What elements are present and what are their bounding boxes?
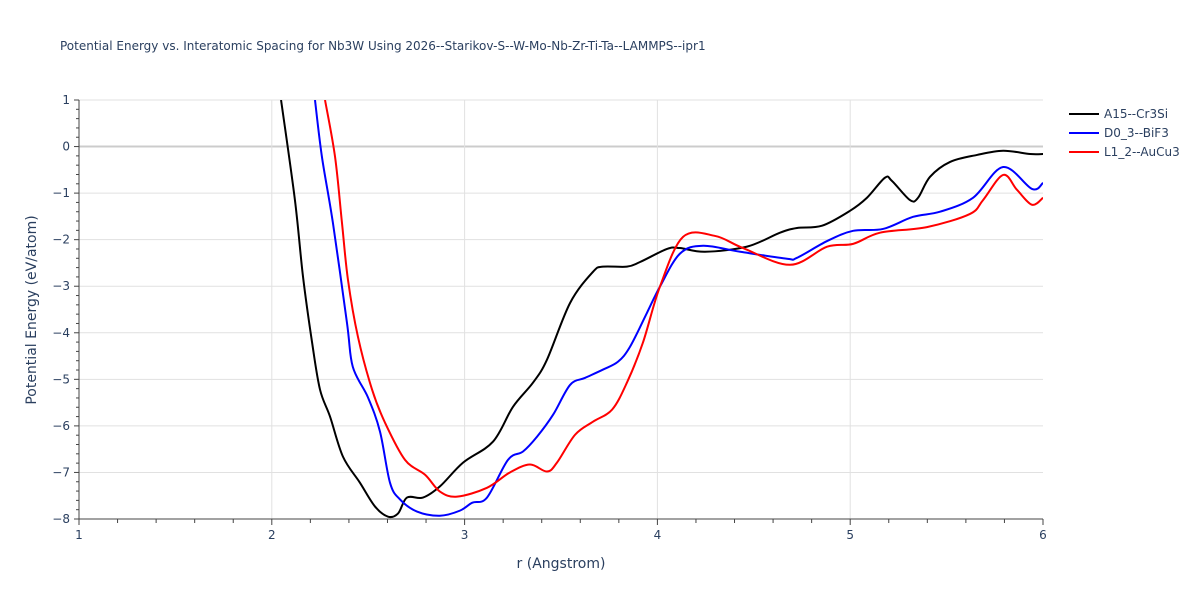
y-axis-label: Potential Energy (eV/atom) [24,215,40,404]
series-line-a15-cr3si [280,100,1043,519]
y-tick-label: −4 [52,326,70,340]
y-tick-label: 1 [62,93,70,107]
x-tick-label: 2 [268,528,276,542]
x-tick-label: 1 [75,528,83,542]
y-tick-label: −7 [52,465,70,479]
x-tick-label: 3 [461,528,469,542]
y-tick-label: −1 [52,186,70,200]
x-tick-label: 4 [654,528,662,542]
x-tick-label: 5 [846,528,854,542]
series-line-d0-3-bif3 [313,100,1043,517]
y-tick-label: −5 [52,372,70,386]
y-tick-label: −2 [52,233,70,247]
legend-label: D0_3--BiF3 [1104,126,1169,140]
legend-label: L1_2--AuCu3 [1104,145,1180,159]
y-tick-label: −3 [52,279,70,293]
x-tick-label: 6 [1039,528,1047,542]
y-tick-label: −6 [52,419,70,433]
y-tick-label: 0 [62,140,70,154]
legend: A15--Cr3Si D0_3--BiF3 L1_2--AuCu3 [1069,107,1180,159]
y-tick-label: −8 [52,512,70,526]
legend-label: A15--Cr3Si [1104,107,1168,121]
chart-title: Potential Energy vs. Interatomic Spacing… [60,39,706,53]
x-axis-label: r (Angstrom) [517,556,606,572]
series-line-l1-2-aucu3 [324,100,1043,498]
